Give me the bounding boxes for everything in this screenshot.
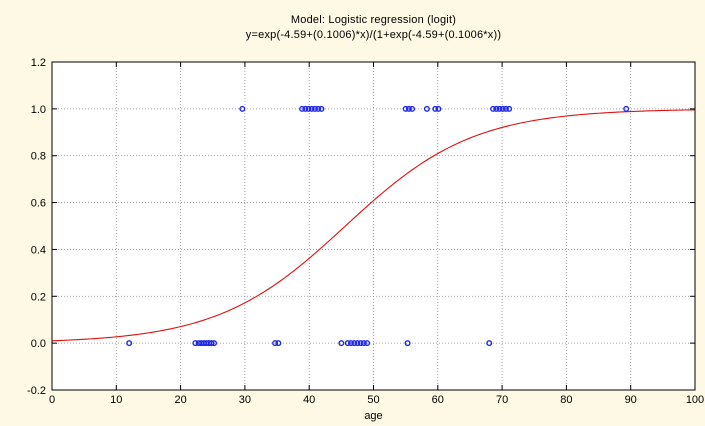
data-point <box>305 105 312 112</box>
data-point <box>404 340 411 347</box>
data-point <box>338 340 345 347</box>
data-point <box>126 340 133 347</box>
data-point <box>208 340 215 347</box>
x-tick-label: 80 <box>560 394 572 406</box>
y-tick-label: 0.2 <box>31 291 46 303</box>
data-point <box>351 340 358 347</box>
data-point <box>486 340 493 347</box>
logistic-curve <box>51 109 696 342</box>
data-point <box>302 105 309 112</box>
data-point <box>360 340 367 347</box>
data-point <box>318 105 325 112</box>
data-point <box>502 105 509 112</box>
x-tick-label: 60 <box>432 394 444 406</box>
data-point <box>496 105 503 112</box>
data-point <box>493 105 500 112</box>
x-tick-label: 100 <box>686 394 704 406</box>
plot-area <box>52 62 695 390</box>
y-tick-label: -0.2 <box>27 385 46 397</box>
data-point <box>308 105 315 112</box>
x-tick-label: 0 <box>49 394 55 406</box>
data-point <box>357 340 364 347</box>
y-tick-label: 0.0 <box>31 338 46 350</box>
chart-subtitle: y=exp(-4.59+(0.1006)*x)/(1+exp(-4.59+(0.… <box>245 29 502 41</box>
x-tick-label: 50 <box>367 394 379 406</box>
data-point <box>239 105 246 112</box>
data-point <box>354 340 361 347</box>
x-tick-label: 20 <box>174 394 186 406</box>
y-tick-label: 0.4 <box>31 244 46 256</box>
y-tick-label: 1.0 <box>31 104 46 116</box>
chart-title: Model: Logistic regression (logit) <box>290 14 457 26</box>
data-point <box>409 105 416 112</box>
x-tick-label: 90 <box>625 394 637 406</box>
data-point <box>311 105 318 112</box>
data-point <box>623 105 630 112</box>
data-point <box>347 340 354 347</box>
data-point <box>315 105 322 112</box>
data-point <box>423 105 430 112</box>
data-point <box>272 340 279 347</box>
data-point <box>364 340 371 347</box>
data-point <box>275 340 282 347</box>
data-point <box>499 105 506 112</box>
y-tick-label: 0.6 <box>31 198 46 210</box>
data-point <box>490 105 497 112</box>
data-point <box>344 340 351 347</box>
x-tick-label: 40 <box>303 394 315 406</box>
data-point <box>432 105 439 112</box>
y-tick-label: 1.2 <box>31 57 46 69</box>
data-point <box>192 340 199 347</box>
data-point <box>299 105 306 112</box>
data-point <box>435 105 442 112</box>
x-axis-label: age <box>364 410 383 422</box>
x-tick-label: 70 <box>496 394 508 406</box>
x-tick-label: 10 <box>110 394 122 406</box>
data-point <box>211 340 218 347</box>
x-tick-label: 30 <box>239 394 251 406</box>
data-point <box>402 105 409 112</box>
data-point <box>506 105 513 112</box>
y-tick-label: 0.8 <box>31 151 46 163</box>
data-point <box>405 105 412 112</box>
